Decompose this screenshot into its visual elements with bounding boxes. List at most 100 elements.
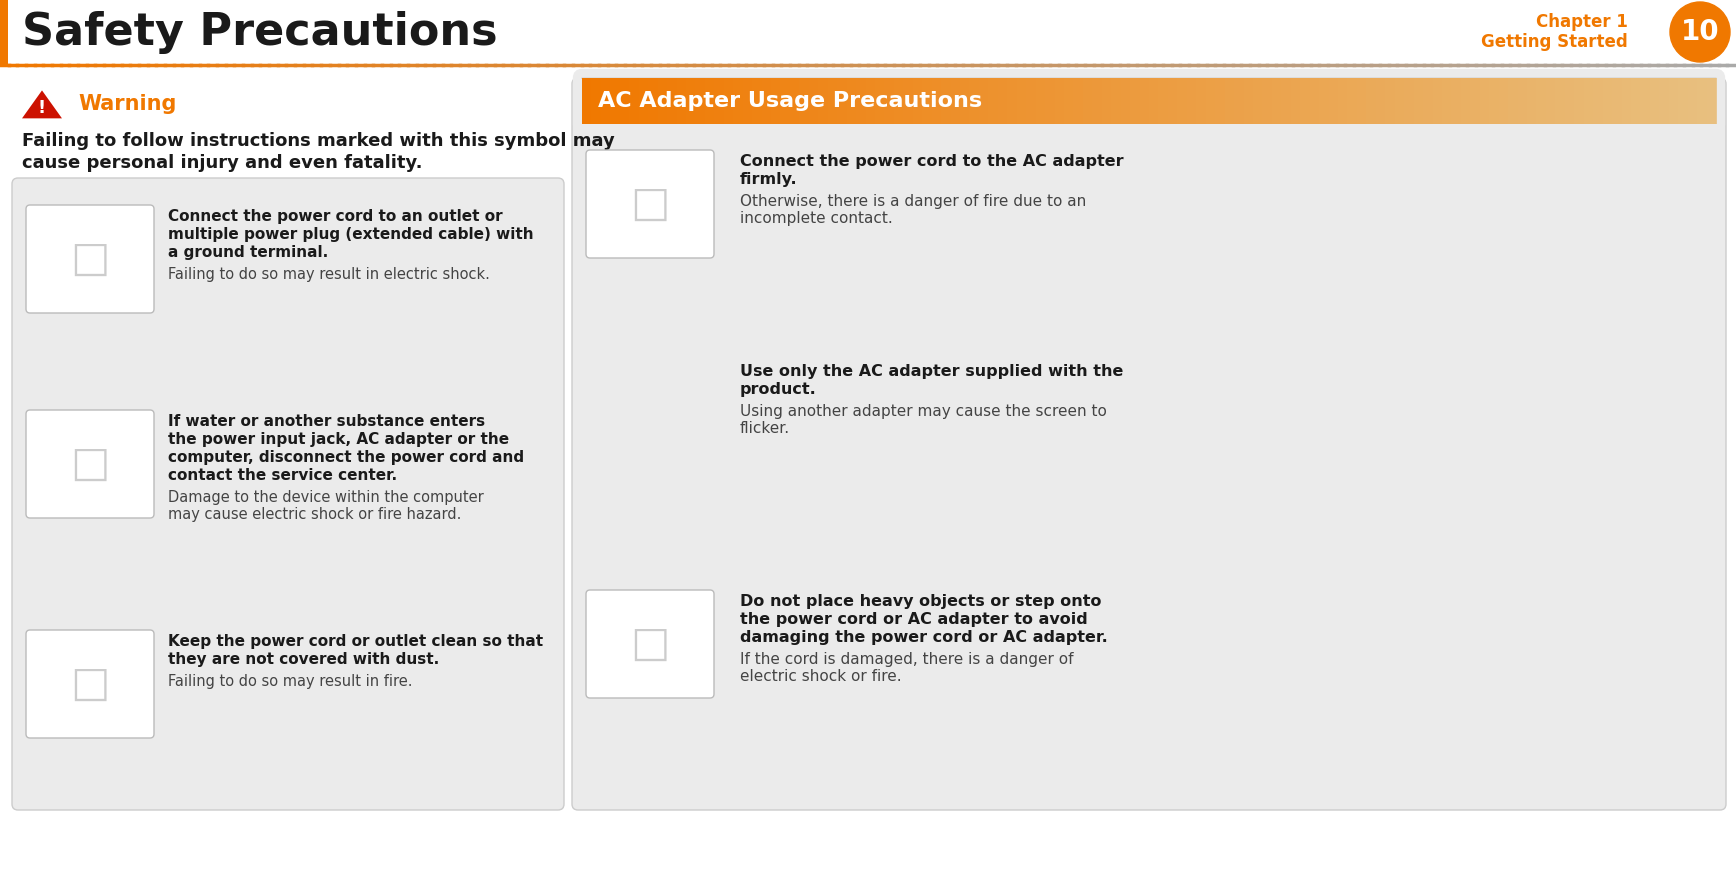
Text: Connect the power cord to an outlet or: Connect the power cord to an outlet or xyxy=(168,209,503,224)
FancyBboxPatch shape xyxy=(582,78,592,124)
FancyBboxPatch shape xyxy=(1007,78,1017,124)
Text: If the cord is damaged, there is a danger of: If the cord is damaged, there is a dange… xyxy=(740,652,1073,667)
FancyBboxPatch shape xyxy=(26,410,155,518)
Text: flicker.: flicker. xyxy=(740,421,790,436)
FancyBboxPatch shape xyxy=(1207,78,1215,124)
FancyBboxPatch shape xyxy=(1177,78,1187,124)
FancyBboxPatch shape xyxy=(913,78,924,124)
FancyBboxPatch shape xyxy=(733,78,743,124)
Text: □: □ xyxy=(71,663,109,705)
FancyBboxPatch shape xyxy=(592,78,601,124)
FancyBboxPatch shape xyxy=(1187,78,1196,124)
FancyBboxPatch shape xyxy=(1630,78,1641,124)
FancyBboxPatch shape xyxy=(1443,78,1451,124)
FancyBboxPatch shape xyxy=(1385,78,1396,124)
Circle shape xyxy=(1670,2,1731,62)
FancyBboxPatch shape xyxy=(1292,78,1300,124)
FancyBboxPatch shape xyxy=(941,78,951,124)
FancyBboxPatch shape xyxy=(724,78,734,124)
FancyBboxPatch shape xyxy=(1528,78,1536,124)
FancyBboxPatch shape xyxy=(1498,78,1509,124)
FancyBboxPatch shape xyxy=(1698,78,1706,124)
FancyBboxPatch shape xyxy=(1424,78,1432,124)
FancyBboxPatch shape xyxy=(1064,78,1075,124)
FancyBboxPatch shape xyxy=(1575,78,1585,124)
FancyBboxPatch shape xyxy=(1479,78,1489,124)
FancyBboxPatch shape xyxy=(1366,78,1377,124)
FancyBboxPatch shape xyxy=(1243,78,1253,124)
FancyBboxPatch shape xyxy=(960,78,970,124)
Text: !: ! xyxy=(38,99,47,117)
FancyBboxPatch shape xyxy=(26,205,155,313)
Text: damaging the power cord or AC adapter.: damaging the power cord or AC adapter. xyxy=(740,630,1108,645)
Text: incomplete contact.: incomplete contact. xyxy=(740,211,892,226)
FancyBboxPatch shape xyxy=(1687,78,1698,124)
FancyBboxPatch shape xyxy=(1394,78,1404,124)
FancyBboxPatch shape xyxy=(884,78,894,124)
FancyBboxPatch shape xyxy=(1338,78,1347,124)
FancyBboxPatch shape xyxy=(790,78,800,124)
FancyBboxPatch shape xyxy=(571,78,1726,810)
FancyBboxPatch shape xyxy=(1054,78,1064,124)
Text: Failing to follow instructions marked with this symbol may: Failing to follow instructions marked wi… xyxy=(23,132,615,150)
Text: the power cord or AC adapter to avoid: the power cord or AC adapter to avoid xyxy=(740,612,1088,627)
FancyBboxPatch shape xyxy=(1168,78,1177,124)
FancyBboxPatch shape xyxy=(799,78,809,124)
FancyBboxPatch shape xyxy=(1319,78,1330,124)
FancyBboxPatch shape xyxy=(1281,78,1292,124)
FancyBboxPatch shape xyxy=(903,78,913,124)
Text: they are not covered with dust.: they are not covered with dust. xyxy=(168,652,439,667)
FancyBboxPatch shape xyxy=(620,78,630,124)
FancyBboxPatch shape xyxy=(1139,78,1149,124)
FancyBboxPatch shape xyxy=(1583,78,1594,124)
FancyBboxPatch shape xyxy=(1130,78,1141,124)
FancyBboxPatch shape xyxy=(1045,78,1055,124)
Text: □: □ xyxy=(630,623,670,665)
FancyBboxPatch shape xyxy=(1036,78,1045,124)
Text: computer, disconnect the power cord and: computer, disconnect the power cord and xyxy=(168,450,524,465)
Text: Otherwise, there is a danger of fire due to an: Otherwise, there is a danger of fire due… xyxy=(740,194,1087,209)
FancyBboxPatch shape xyxy=(26,630,155,738)
FancyBboxPatch shape xyxy=(601,78,611,124)
FancyBboxPatch shape xyxy=(677,78,686,124)
Text: firmly.: firmly. xyxy=(740,172,797,187)
FancyBboxPatch shape xyxy=(1092,78,1102,124)
FancyBboxPatch shape xyxy=(894,78,904,124)
FancyBboxPatch shape xyxy=(752,78,762,124)
FancyBboxPatch shape xyxy=(809,78,819,124)
FancyBboxPatch shape xyxy=(1358,78,1366,124)
Text: Failing to do so may result in fire.: Failing to do so may result in fire. xyxy=(168,674,413,689)
Text: Connect the power cord to the AC adapter: Connect the power cord to the AC adapter xyxy=(740,154,1123,169)
Text: cause personal injury and even fatality.: cause personal injury and even fatality. xyxy=(23,154,422,172)
FancyBboxPatch shape xyxy=(1073,78,1083,124)
Text: □: □ xyxy=(71,238,109,280)
Text: If water or another substance enters: If water or another substance enters xyxy=(168,414,484,429)
FancyBboxPatch shape xyxy=(743,78,753,124)
FancyBboxPatch shape xyxy=(1470,78,1481,124)
FancyBboxPatch shape xyxy=(1668,78,1679,124)
Text: Do not place heavy objects or step onto: Do not place heavy objects or step onto xyxy=(740,594,1102,609)
FancyBboxPatch shape xyxy=(1621,78,1632,124)
FancyBboxPatch shape xyxy=(1234,78,1245,124)
FancyBboxPatch shape xyxy=(658,78,668,124)
FancyBboxPatch shape xyxy=(1432,78,1443,124)
FancyBboxPatch shape xyxy=(12,178,564,810)
FancyBboxPatch shape xyxy=(648,78,658,124)
FancyBboxPatch shape xyxy=(1489,78,1500,124)
FancyBboxPatch shape xyxy=(1253,78,1262,124)
FancyBboxPatch shape xyxy=(856,78,866,124)
FancyBboxPatch shape xyxy=(587,590,713,698)
Text: contact the service center.: contact the service center. xyxy=(168,468,398,483)
FancyBboxPatch shape xyxy=(771,78,781,124)
Text: Damage to the device within the computer: Damage to the device within the computer xyxy=(168,490,484,505)
FancyBboxPatch shape xyxy=(1602,78,1613,124)
FancyBboxPatch shape xyxy=(979,78,990,124)
FancyBboxPatch shape xyxy=(639,78,649,124)
FancyBboxPatch shape xyxy=(1555,78,1566,124)
FancyBboxPatch shape xyxy=(1660,78,1670,124)
Text: product.: product. xyxy=(740,382,816,397)
FancyBboxPatch shape xyxy=(922,78,932,124)
FancyBboxPatch shape xyxy=(1102,78,1111,124)
FancyBboxPatch shape xyxy=(587,150,713,258)
FancyBboxPatch shape xyxy=(1536,78,1547,124)
